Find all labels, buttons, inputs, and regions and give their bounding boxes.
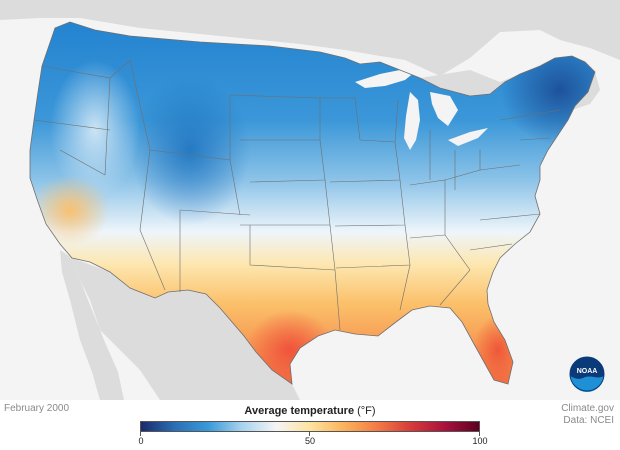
legend-title: Average temperature (°F): [140, 405, 480, 417]
noaa-logo: NOAA: [569, 356, 605, 392]
temperature-map: [0, 0, 620, 400]
credit-site: Climate.gov: [561, 403, 614, 414]
legend-title-text: Average temperature: [244, 405, 355, 417]
legend-tick-max: [479, 432, 480, 436]
date-label: February 2000: [4, 403, 70, 414]
lake-superior: [355, 70, 415, 88]
legend-tick-mid: [309, 432, 310, 436]
baja-land: [60, 250, 124, 400]
lake-huron: [430, 92, 458, 126]
map-svg: [0, 0, 620, 400]
svg-text:NOAA: NOAA: [577, 368, 598, 375]
legend-label-mid: 50: [304, 436, 315, 446]
mexico-land: [72, 258, 300, 400]
legend-color-bar: [140, 421, 480, 432]
canada-land: [0, 0, 620, 76]
credits: Climate.gov Data: NCEI: [561, 403, 614, 427]
state-boundaries: [33, 59, 561, 331]
legend-tick-min: [140, 432, 141, 436]
legend-label-min: 0: [138, 436, 144, 446]
legend-unit: (°F): [357, 405, 376, 417]
credit-data-source: Data: NCEI: [563, 415, 614, 426]
lake-michigan: [404, 92, 420, 150]
lake-erie: [448, 128, 488, 146]
legend-label-max: 100: [472, 436, 488, 446]
